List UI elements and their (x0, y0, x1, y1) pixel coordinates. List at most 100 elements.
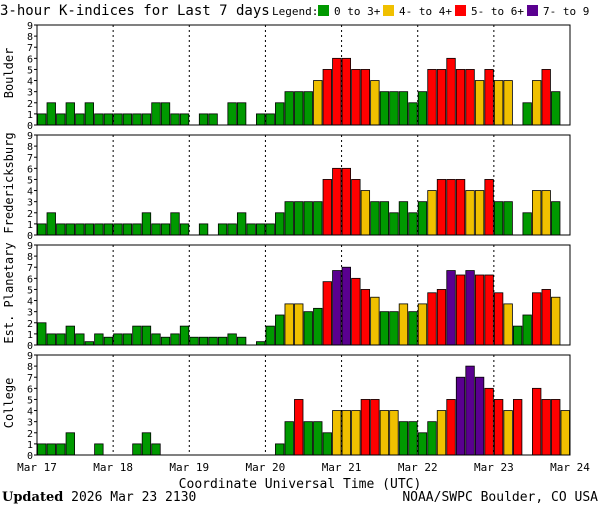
legend-swatch (383, 5, 394, 16)
panel-frame (36, 24, 571, 126)
y-tick-label: 1 (27, 440, 33, 451)
k-index-bar (465, 190, 475, 236)
k-index-bar (170, 212, 180, 236)
k-index-bar (493, 80, 504, 126)
k-index-bar (332, 57, 342, 126)
k-index-bar (512, 325, 523, 346)
k-index-bar (37, 322, 47, 346)
y-tick-label: 2 (27, 209, 33, 220)
k-index-bar (179, 325, 190, 346)
y-tick-label: 8 (27, 362, 33, 373)
k-index-bar (56, 333, 66, 346)
k-index-bar (122, 333, 133, 346)
k-index-bar (417, 432, 428, 456)
k-index-bar (465, 365, 475, 456)
k-index-bar (256, 113, 266, 126)
k-index-bar (389, 410, 399, 456)
k-index-bar (246, 223, 256, 236)
y-tick-label: 1 (27, 110, 33, 121)
y-tick-label: 0 (27, 341, 33, 352)
k-index-bar (208, 113, 218, 126)
k-index-bar (446, 179, 456, 236)
k-index-bar (503, 410, 513, 456)
k-index-bar (37, 443, 47, 456)
k-index-bar (465, 270, 475, 346)
k-index-bar (46, 102, 56, 126)
y-tick-label: 6 (27, 164, 33, 175)
y-tick-label: 6 (27, 274, 33, 285)
k-index-bar (408, 212, 418, 236)
k-index-bar (56, 113, 66, 126)
k-index-bar (75, 223, 85, 236)
station-label: Fredericksburg (2, 132, 16, 233)
k-index-bar (484, 179, 494, 236)
k-index-bar (132, 223, 142, 236)
legend-label: Legend: (272, 5, 318, 18)
x-tick-label: Mar 19 (169, 461, 209, 474)
y-tick-label: 1 (27, 330, 33, 341)
k-index-bar (113, 113, 123, 126)
k-index-bar (512, 399, 523, 456)
k-index-bar (455, 69, 466, 126)
k-index-bar (541, 69, 551, 126)
y-tick-label: 4 (27, 407, 33, 418)
k-index-bar (303, 201, 313, 236)
k-index-bar (417, 91, 428, 126)
y-tick-label: 4 (27, 297, 33, 308)
k-index-bar (522, 314, 532, 346)
y-tick-label: 1 (27, 220, 33, 231)
k-index-bar (360, 69, 371, 126)
k-index-bar (132, 325, 142, 346)
x-axis: Mar 17 Mar 18 Mar 19 Mar 20 Mar 21 Mar 22 Mar … (17, 461, 590, 474)
k-index-bar (132, 443, 142, 456)
y-tick-label: 2 (27, 319, 33, 330)
k-index-bar (351, 69, 361, 126)
k-index-bar (160, 223, 171, 236)
k-index-bar (322, 432, 332, 456)
k-index-bar (370, 80, 380, 126)
k-index-bar (56, 223, 66, 236)
k-index-bar (398, 303, 409, 346)
k-index-bar (532, 292, 542, 346)
k-index-bar (294, 303, 304, 346)
k-index-bar (551, 201, 561, 236)
k-index-bar (389, 311, 399, 346)
k-index-bar (46, 443, 56, 456)
k-index-bar (313, 307, 323, 346)
k-index-bar (198, 336, 209, 346)
k-index-bar (103, 336, 114, 346)
legend: 0 to 3+ 4- to 4+ 5- to 6+ 7- to 9 (318, 5, 589, 18)
y-tick-label: 4 (27, 187, 33, 198)
k-index-bar (322, 179, 332, 236)
y-tick-label: 7 (27, 263, 33, 274)
y-tick-label: 8 (27, 142, 33, 153)
y-tick-label: 7 (27, 43, 33, 54)
k-index-bar (351, 179, 361, 236)
k-index-bar (551, 296, 561, 346)
k-index-bar (360, 190, 371, 236)
k-index-bar (427, 190, 437, 236)
k-index-bar (408, 311, 418, 346)
updated-value: 2026 Mar 23 2130 (71, 490, 197, 505)
k-index-bar (370, 296, 380, 346)
k-index-bar (256, 223, 266, 236)
y-tick-label: 6 (27, 384, 33, 395)
y-tick-label: 5 (27, 175, 33, 186)
k-index-bar (198, 113, 209, 126)
x-tick-label: Mar 20 (246, 461, 286, 474)
k-index-bar (474, 80, 485, 126)
y-tick-label: 9 (27, 131, 33, 142)
k-index-bar (170, 113, 180, 126)
k-index-bar (408, 102, 418, 126)
k-index-bar (417, 303, 428, 346)
k-index-bar (65, 325, 75, 346)
k-index-bar (313, 80, 323, 126)
k-index-bar (341, 57, 351, 126)
k-index-bar (446, 399, 456, 456)
k-index-bar (179, 113, 190, 126)
k-index-bar (275, 212, 285, 236)
k-index-bar (94, 113, 104, 126)
k-index-bar (151, 333, 161, 346)
k-index-bar (541, 399, 551, 456)
